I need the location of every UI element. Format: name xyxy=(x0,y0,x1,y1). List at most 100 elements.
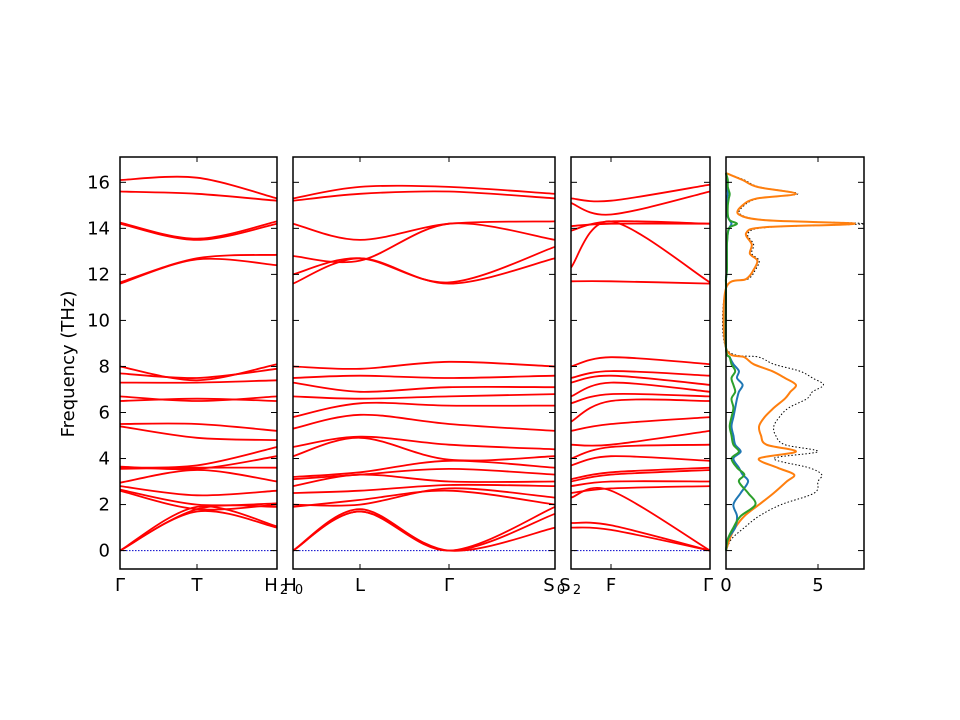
k-point-label: S xyxy=(543,575,554,596)
y-tick-label: 16 xyxy=(87,172,110,193)
band-mode-3-12 xyxy=(570,398,711,423)
band-mode-1-18 xyxy=(119,257,278,285)
y-tick-label: 12 xyxy=(87,264,110,285)
band-mode-2-19 xyxy=(292,245,556,284)
band-mode-2-13 xyxy=(292,401,556,418)
band-mode-2-6 xyxy=(292,483,556,494)
band-mode-2-9 xyxy=(292,459,556,478)
band-mode-2-17 xyxy=(292,360,556,370)
dos-x-tick-label: 5 xyxy=(812,575,823,596)
band-mode-1-8 xyxy=(119,466,278,470)
band-mode-2-2 xyxy=(292,508,556,552)
band-mode-2-7 xyxy=(292,473,556,487)
band-mode-1-16 xyxy=(119,367,278,379)
y-tick-label: 2 xyxy=(99,495,110,516)
band-mode-3-4 xyxy=(570,485,711,494)
y-tick-label: 4 xyxy=(99,449,110,470)
band-mode-2-20 xyxy=(292,222,556,264)
band-mode-1-17 xyxy=(119,363,278,382)
band-mode-3-16 xyxy=(570,370,711,379)
band-mode-3-18 xyxy=(570,280,711,285)
band-mode-3-6 xyxy=(570,469,711,483)
band-mode-3-22 xyxy=(570,190,711,216)
dos-panel-frame xyxy=(725,156,865,570)
band-mode-2-12 xyxy=(292,413,556,432)
band-panel-frame-3 xyxy=(570,156,711,570)
band-mode-1-4 xyxy=(119,489,278,511)
band-mode-3-9 xyxy=(570,443,711,460)
k-point-label: 2 xyxy=(573,583,581,598)
band-panel-frame-1 xyxy=(119,156,278,570)
k-point-label: 0 xyxy=(557,583,565,598)
k-point-label: Γ xyxy=(703,575,713,596)
band-mode-1-7 xyxy=(119,469,278,484)
k-point-label: T xyxy=(191,575,204,596)
band-mode-2-14 xyxy=(292,393,556,400)
band-mode-1-14 xyxy=(119,395,278,402)
band-mode-3-5 xyxy=(570,480,711,487)
band-mode-1-15 xyxy=(119,379,278,384)
band-mode-2-22 xyxy=(292,190,556,202)
band-mode-2-8 xyxy=(292,467,556,481)
band-mode-1-13 xyxy=(119,397,278,402)
band-mode-2-23 xyxy=(292,184,556,200)
band-mode-2-10 xyxy=(292,436,556,462)
band-curves-layer xyxy=(119,175,711,552)
band-mode-3-21 xyxy=(570,222,711,227)
band-mode-3-23 xyxy=(570,183,711,203)
band-mode-1-2 xyxy=(119,505,278,552)
k-point-label: F xyxy=(606,575,616,596)
k-point-label: L xyxy=(355,575,365,596)
dos-curves-layer xyxy=(722,172,865,551)
band-mode-1-22 xyxy=(119,190,278,202)
band-mode-2-15 xyxy=(292,381,556,393)
band-mode-3-15 xyxy=(570,374,711,386)
band-mode-2-16 xyxy=(292,374,556,379)
band-mode-3-19 xyxy=(570,220,711,284)
band-mode-2-5 xyxy=(292,487,556,507)
band-mode-1-1 xyxy=(119,510,278,552)
band-mode-1-20 xyxy=(119,222,278,241)
band-mode-3-17 xyxy=(570,356,711,368)
band-mode-3-13 xyxy=(570,392,711,405)
dos-x-tick-label: 0 xyxy=(720,575,731,596)
k-point-label: 0 xyxy=(295,583,303,598)
band-mode-3-10 xyxy=(570,430,711,447)
band-mode-3-14 xyxy=(570,381,711,398)
dos-series-total xyxy=(722,172,865,551)
y-tick-label: 8 xyxy=(99,356,110,377)
k-point-label: H xyxy=(283,575,297,596)
band-mode-1-21 xyxy=(119,220,278,240)
band-mode-1-19 xyxy=(119,253,278,284)
band-mode-1-6 xyxy=(119,485,278,497)
band-mode-3-2 xyxy=(570,521,711,552)
band-mode-2-4 xyxy=(292,489,556,508)
band-mode-1-12 xyxy=(119,422,278,432)
y-tick-label: 0 xyxy=(99,541,110,562)
band-mode-1-5 xyxy=(119,488,278,507)
y-axis-label: Frequency (THz) xyxy=(58,291,79,438)
band-mode-3-3 xyxy=(570,487,711,552)
y-tick-label: 10 xyxy=(87,310,110,331)
band-panel-frame-2 xyxy=(292,156,556,570)
k-point-label: 2 xyxy=(280,583,288,598)
k-point-label: Γ xyxy=(115,575,125,596)
band-mode-3-7 xyxy=(570,466,711,481)
band-mode-1-23 xyxy=(119,175,278,200)
dos-series-orange xyxy=(722,172,856,551)
band-mode-2-3 xyxy=(292,506,556,552)
band-mode-3-8 xyxy=(570,455,711,467)
band-mode-1-11 xyxy=(119,425,278,441)
axes-frames-layer xyxy=(119,156,865,570)
band-mode-3-1 xyxy=(570,526,711,552)
k-point-label: S xyxy=(559,575,570,596)
dos-series-green xyxy=(724,172,757,551)
band-mode-2-21 xyxy=(292,220,556,241)
k-point-label: H xyxy=(264,575,278,596)
band-mode-2-11 xyxy=(292,435,556,451)
y-tick-label: 6 xyxy=(99,402,110,423)
y-tick-label: 14 xyxy=(87,218,110,239)
band-mode-1-10 xyxy=(119,446,278,469)
